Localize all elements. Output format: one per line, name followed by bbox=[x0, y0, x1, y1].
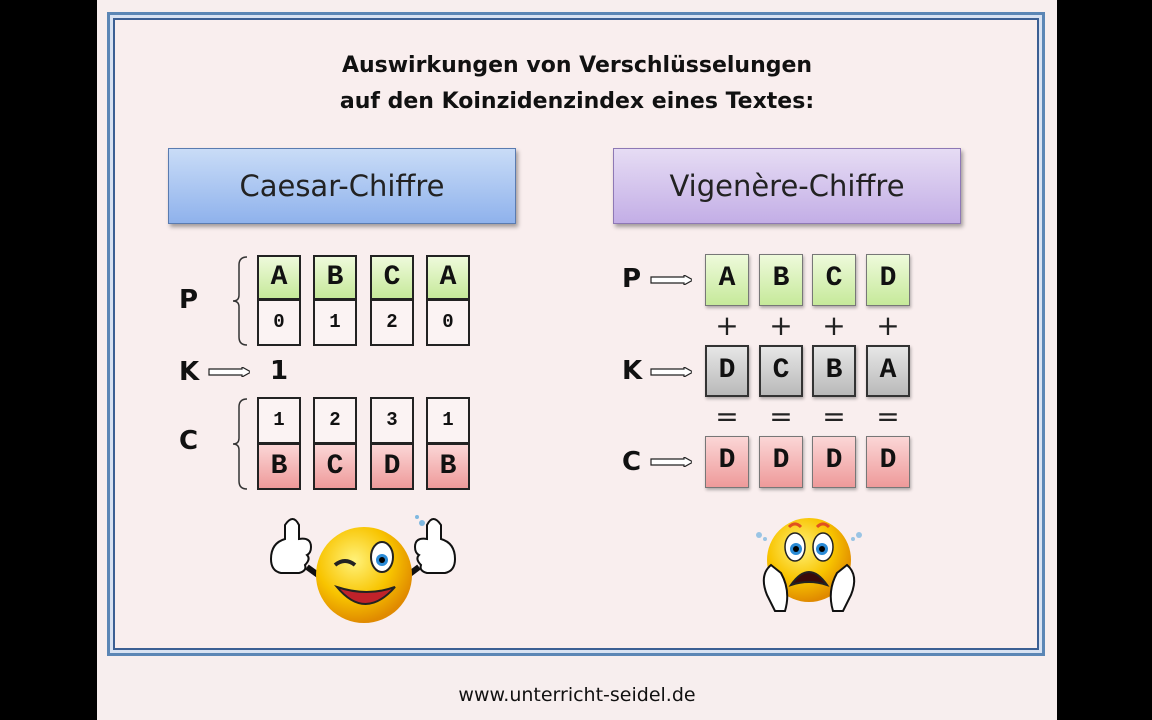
key-letter-cell: A bbox=[866, 345, 910, 397]
arrow-right-icon bbox=[650, 457, 692, 467]
plain-number-cell: 0 bbox=[257, 299, 301, 346]
cipher-letter-cell: D bbox=[705, 436, 749, 488]
shocked-smiley-icon bbox=[756, 518, 862, 612]
plain-number-cell: 2 bbox=[370, 299, 414, 346]
arrow-right-icon bbox=[208, 367, 250, 377]
key-letter-cell: B bbox=[812, 345, 856, 397]
vigenere-label-p: P bbox=[622, 264, 642, 294]
equals-sign: = bbox=[822, 400, 846, 433]
key-letter-cell: D bbox=[705, 345, 749, 397]
cipher-letter-cell: D bbox=[370, 443, 414, 490]
cipher-letter-cell: C bbox=[313, 443, 357, 490]
cipher-number-cell: 3 bbox=[370, 397, 414, 444]
caesar-label-k: K bbox=[179, 357, 200, 387]
arrow-right-icon bbox=[650, 275, 692, 285]
plain-letter-cell: D bbox=[866, 254, 910, 306]
plain-letter-cell: C bbox=[370, 255, 414, 300]
vigenere-label-c: C bbox=[622, 447, 642, 477]
caesar-header: Caesar-Chiffre bbox=[168, 148, 516, 224]
cipher-number-cell: 2 bbox=[313, 397, 357, 444]
cipher-letter-cell: D bbox=[866, 436, 910, 488]
title-line-2: auf den Koinzidenzindex eines Textes: bbox=[339, 89, 815, 114]
plus-sign: + bbox=[822, 309, 846, 342]
brace-icon bbox=[232, 256, 248, 346]
caesar-key-value: 1 bbox=[270, 356, 289, 386]
key-letter-cell: C bbox=[759, 345, 803, 397]
plus-sign: + bbox=[876, 309, 900, 342]
cipher-number-cell: 1 bbox=[257, 397, 301, 444]
plain-letter-cell: A bbox=[257, 255, 301, 300]
caesar-label-p: P bbox=[179, 285, 199, 315]
vigenere-header: Vigenère-Chiffre bbox=[613, 148, 961, 224]
cipher-letter-cell: D bbox=[812, 436, 856, 488]
cipher-letter-cell: B bbox=[257, 443, 301, 490]
plain-letter-cell: A bbox=[426, 255, 470, 300]
slide: Auswirkungen von Verschlüsselungen auf d… bbox=[97, 0, 1057, 720]
cipher-letter-cell: D bbox=[759, 436, 803, 488]
plain-letter-cell: B bbox=[759, 254, 803, 306]
plain-number-cell: 1 bbox=[313, 299, 357, 346]
brace-icon bbox=[232, 398, 248, 490]
plain-letter-cell: C bbox=[812, 254, 856, 306]
plain-letter-cell: B bbox=[313, 255, 357, 300]
equals-sign: = bbox=[769, 400, 793, 433]
equals-sign: = bbox=[715, 400, 739, 433]
cipher-letter-cell: B bbox=[426, 443, 470, 490]
footer-url[interactable]: www.unterricht-seidel.de bbox=[458, 684, 696, 706]
cipher-number-cell: 1 bbox=[426, 397, 470, 444]
plain-number-cell: 0 bbox=[426, 299, 470, 346]
plain-letter-cell: A bbox=[705, 254, 749, 306]
arrow-right-icon bbox=[650, 367, 692, 377]
title-line-1: Auswirkungen von Verschlüsselungen bbox=[341, 53, 813, 78]
vigenere-label-k: K bbox=[622, 356, 643, 386]
winking-thumbs-up-smiley-icon bbox=[269, 515, 457, 623]
plus-sign: + bbox=[769, 309, 793, 342]
plus-sign: + bbox=[715, 309, 739, 342]
equals-sign: = bbox=[876, 400, 900, 433]
caesar-label-c: C bbox=[179, 426, 199, 456]
